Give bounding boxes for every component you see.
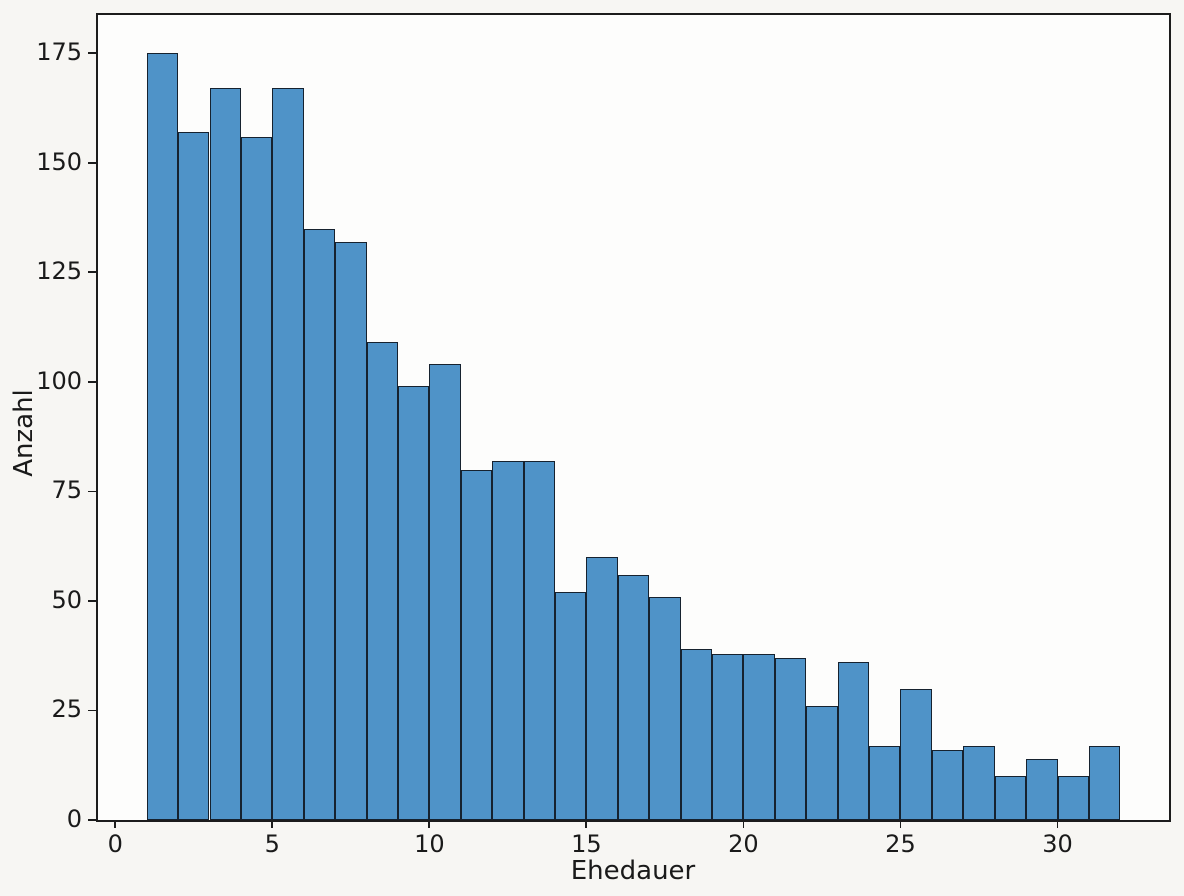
histogram-bar [680,649,713,820]
x-axis-label: Ehedauer [570,856,696,886]
x-tick-label: 20 [728,830,759,858]
histogram-bar [869,745,901,820]
histogram-bar [994,776,1027,820]
histogram-bar [617,574,650,820]
histogram-bar [209,88,241,820]
y-tick-label: 25 [51,695,82,724]
histogram-bar [554,592,587,820]
x-tick-label: 5 [264,830,280,858]
y-tick-mark [88,161,96,164]
y-tick-mark [88,271,96,274]
y-tick-mark [88,490,96,493]
histogram-bar [712,653,744,820]
y-tick-mark [88,52,96,55]
histogram-bar [178,132,210,820]
y-tick-label: 50 [51,585,82,614]
y-tick-mark [88,709,96,712]
x-tick-label: 0 [107,830,123,858]
histogram-bar [900,688,932,820]
y-tick-label: 150 [36,147,82,176]
histogram-bar [1057,776,1089,820]
y-tick-mark [88,381,96,383]
histogram-bar [272,88,304,820]
histogram-bar [523,460,555,820]
y-tick-label: 175 [36,38,82,67]
histogram-bar [460,469,493,820]
x-tick-label: 30 [1042,830,1073,858]
histogram-bar [492,460,524,820]
x-tick-mark [899,820,902,828]
histogram-bar [240,136,273,820]
x-tick-label: 10 [414,830,445,858]
x-tick-label: 15 [571,830,602,858]
y-axis-label: Anzahl [9,389,39,477]
y-tick-mark [88,600,96,602]
histogram-bar [837,662,870,820]
histogram-bar [963,745,995,820]
x-tick-mark [1056,820,1059,828]
histogram-bar [806,706,838,820]
histogram-bar [1088,745,1121,820]
y-tick-label: 125 [36,257,82,286]
y-tick-label: 0 [66,805,82,833]
histogram-bar [429,364,461,820]
y-tick-label: 75 [51,476,82,505]
x-tick-mark [742,820,745,828]
histogram-bar [649,596,681,820]
x-tick-mark [428,820,431,828]
x-tick-label: 25 [885,830,916,858]
x-tick-mark [585,820,588,828]
histogram-bar [303,228,336,820]
histogram-bar [774,657,807,820]
histogram-bar [366,342,398,820]
y-tick-mark [88,819,96,821]
histogram-bar [743,653,775,820]
histogram-bar [1026,758,1058,820]
y-tick-label: 100 [36,366,82,395]
histogram-bar [146,53,179,820]
x-tick-mark [271,820,274,828]
x-tick-mark [114,820,117,828]
histogram-bar [586,557,618,820]
histogram-bar [931,749,964,820]
histogram-bar [397,386,430,820]
plot-area [88,13,1171,828]
histogram-bar [335,241,367,820]
